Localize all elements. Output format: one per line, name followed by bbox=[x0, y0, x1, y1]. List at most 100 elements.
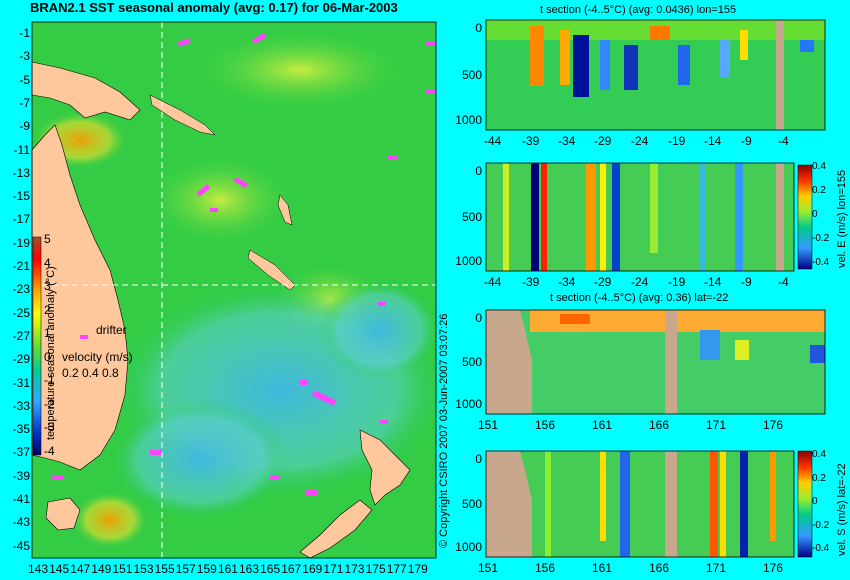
panel1-x-tick: -19 bbox=[668, 134, 686, 148]
colorbar-tick-label: 1 bbox=[44, 326, 51, 340]
lat-tick-label: -41 bbox=[12, 492, 30, 506]
panel1-x-tick: -34 bbox=[558, 134, 576, 148]
lat-tick-label: -21 bbox=[12, 259, 30, 273]
panel-t-lon155[interactable] bbox=[485, 19, 826, 131]
lon-tick-label: 153 bbox=[133, 562, 154, 576]
colorbar-tick-label: -2 bbox=[44, 396, 55, 411]
panel4-colorbar-label: vel. S (m/s) lat=-22 bbox=[836, 463, 848, 556]
lon-tick-label: 169 bbox=[302, 562, 323, 576]
panel1-x-tick: -4 bbox=[778, 134, 789, 148]
velocity-ticks: 0.2 0.4 0.8 bbox=[62, 366, 119, 380]
panel4-cb-tick: 0.2 bbox=[812, 472, 826, 484]
lon-tick-label: 171 bbox=[323, 562, 344, 576]
panel1-y-tick: 500 bbox=[461, 68, 482, 82]
lat-tick-label: -37 bbox=[12, 445, 30, 460]
panel2-x-tick: -9 bbox=[741, 275, 752, 289]
panel3-y-tick: 1000 bbox=[455, 397, 482, 411]
panel4-y-tick: 0 bbox=[475, 452, 482, 466]
colorbar-tick-label: 4 bbox=[44, 255, 51, 270]
lat-tick-label: -5 bbox=[19, 72, 30, 87]
lat-tick-label: -45 bbox=[12, 538, 30, 553]
panel-t-lat22[interactable] bbox=[485, 309, 826, 415]
panel2-x-tick: -4 bbox=[778, 275, 789, 289]
lat-tick-label: -31 bbox=[12, 375, 30, 390]
copyright: © Copyright CSIRO 2007 03-Jun-2007 03:07… bbox=[438, 313, 450, 548]
panel3-y-tick: 500 bbox=[461, 355, 482, 369]
panel3-x-tick: 176 bbox=[763, 418, 784, 432]
panel1-x-tick: -29 bbox=[594, 134, 612, 148]
panel1-x-tick: -24 bbox=[631, 134, 649, 148]
sst-map[interactable] bbox=[30, 21, 450, 559]
lon-tick-label: 175 bbox=[365, 562, 386, 576]
lat-tick-label: -15 bbox=[12, 189, 30, 204]
panel2-x-tick: -29 bbox=[594, 275, 612, 289]
lat-tick-label: -43 bbox=[12, 515, 30, 530]
colorbar-tick-label: 3 bbox=[44, 279, 51, 293]
lon-tick-label: 165 bbox=[260, 562, 281, 576]
lon-tick-label: 173 bbox=[344, 562, 365, 576]
drifter-label: drifter bbox=[96, 323, 127, 337]
colorbar-tick-label: -3 bbox=[44, 420, 55, 434]
colorbar-tick-label: 5 bbox=[44, 232, 51, 246]
lat-tick-label: -3 bbox=[19, 49, 30, 64]
panel-velE-lon155[interactable] bbox=[485, 162, 813, 272]
panel2-x-tick: -44 bbox=[484, 275, 502, 289]
lat-tick-label: -17 bbox=[12, 212, 30, 227]
lat-tick-label: -11 bbox=[13, 142, 30, 157]
map-colorbar-label: temperature seasonal anomaly (°C) bbox=[45, 266, 57, 440]
panel4-y-tick: 500 bbox=[461, 497, 482, 511]
lon-tick-label: 143 bbox=[28, 562, 49, 576]
panel2-cb-tick: 0.4 bbox=[812, 161, 826, 172]
panel4-x-tick: 156 bbox=[535, 561, 556, 575]
panel3-title: t section (-4..5°C) (avg: 0.36) lat=-22 bbox=[550, 292, 729, 304]
panel4-x-tick: 166 bbox=[649, 561, 670, 575]
lon-tick-label: 179 bbox=[407, 562, 428, 576]
map-title: BRAN2.1 SST seasonal anomaly (avg: 0.17)… bbox=[30, 0, 398, 15]
panel4-x-tick: 176 bbox=[763, 561, 784, 575]
panel2-colorbar-label: vel. E (m/s) lon=155 bbox=[836, 169, 848, 268]
lat-tick-label: -25 bbox=[12, 305, 30, 320]
lat-tick-label: -23 bbox=[12, 282, 30, 297]
panel2-x-tick: -24 bbox=[631, 275, 649, 289]
panel4-cb-tick: -0.2 bbox=[812, 519, 830, 531]
panel3-x-tick: 171 bbox=[706, 418, 727, 432]
panel2-cb-tick: 0.2 bbox=[812, 185, 826, 196]
panel4-cb-tick: 0.4 bbox=[812, 449, 826, 460]
panel3-x-tick: 161 bbox=[592, 418, 613, 432]
panel2-y-tick: 1000 bbox=[455, 254, 482, 268]
drifter-tracks bbox=[52, 32, 435, 495]
colorbar-tick-label: -1 bbox=[44, 373, 55, 387]
lon-tick-label: 177 bbox=[386, 562, 407, 576]
panel3-x-tick: 151 bbox=[478, 418, 499, 432]
panel3-x-tick: 166 bbox=[649, 418, 670, 432]
lat-tick-label: -29 bbox=[12, 352, 30, 367]
panel1-x-tick: -44 bbox=[484, 134, 502, 148]
map-colorbar bbox=[32, 236, 42, 456]
panel2-cb-tick: -0.2 bbox=[812, 233, 830, 244]
panel3-y-tick: 0 bbox=[475, 311, 482, 325]
lat-tick-label: -35 bbox=[12, 422, 30, 437]
panel4-x-tick: 151 bbox=[478, 561, 499, 575]
lon-tick-label: 157 bbox=[175, 562, 196, 576]
panel1-y-tick: 0 bbox=[475, 21, 482, 35]
colorbar-tick-label: -4 bbox=[44, 443, 55, 458]
panel4-x-tick: 161 bbox=[592, 561, 613, 575]
lon-tick-label: 161 bbox=[217, 562, 238, 576]
panel1-x-tick: -39 bbox=[522, 134, 540, 148]
panel4-y-tick: 1000 bbox=[455, 540, 482, 554]
panel2-x-tick: -34 bbox=[558, 275, 576, 289]
lat-tick-label: -39 bbox=[12, 468, 30, 483]
panel-velS-lat22[interactable] bbox=[485, 450, 813, 558]
panel2-x-tick: -14 bbox=[704, 275, 722, 289]
lon-tick-label: 167 bbox=[281, 562, 302, 576]
lon-tick-label: 155 bbox=[154, 562, 175, 576]
velocity-label: velocity (m/s) bbox=[62, 350, 133, 364]
lat-tick-label: -13 bbox=[12, 165, 30, 180]
lat-tick-label: -19 bbox=[12, 235, 30, 250]
lon-tick-label: 145 bbox=[49, 562, 70, 576]
panel2-cb-tick: -0.4 bbox=[812, 257, 830, 268]
lon-tick-label: 151 bbox=[112, 562, 133, 576]
lon-tick-label: 163 bbox=[239, 562, 260, 576]
panel2-x-tick: -19 bbox=[668, 275, 686, 289]
